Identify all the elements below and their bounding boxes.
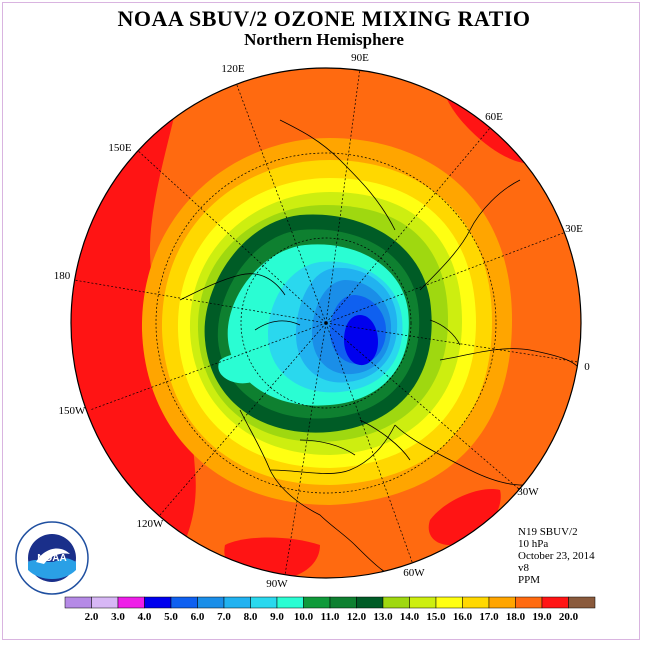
colorbar-tick-label: 16.0 <box>453 611 473 623</box>
noaa-logo: NOAA <box>15 521 89 595</box>
colorbar-tick-label: 3.0 <box>111 611 125 623</box>
colorbar-tick-label: 11.0 <box>321 611 340 623</box>
colorbar-tick-label: 6.0 <box>191 611 205 623</box>
colorbar-ticks: 2.0 3.0 4.0 5.0 6.0 7.0 8.0 9.0 10.0 11.0 12.0 13.0… <box>85 611 579 623</box>
colorbar-swatch <box>276 596 304 609</box>
graticule <box>73 68 579 576</box>
band-4-5-minimum <box>344 315 378 366</box>
coastlines <box>179 119 581 578</box>
colorbar-swatch <box>462 596 490 609</box>
chart-subtitle: Northern Hemisphere <box>244 30 404 49</box>
colorbar-swatch <box>435 596 463 609</box>
version-text: v8 <box>518 562 529 574</box>
lon-label-150e: 150E <box>108 142 132 154</box>
lon-label-180: 180 <box>54 270 71 282</box>
colorbar-swatch <box>64 596 92 609</box>
logo-wave <box>28 558 76 579</box>
lon-label-90w: 90W <box>266 578 288 590</box>
colorbar-tick-label: 12.0 <box>347 611 367 623</box>
colorbar-swatch <box>382 596 410 609</box>
lon-label-60w: 60W <box>403 567 425 579</box>
band-9-10-patch <box>218 353 263 384</box>
colorbar-tick-label: 15.0 <box>426 611 446 623</box>
info-block: N19 SBUV/2 10 hPa October 23, 2014 v8 PP… <box>518 526 595 586</box>
colorbar-swatch <box>541 596 569 609</box>
logo-text: NOAA <box>37 553 66 564</box>
lon-label-150w: 150W <box>59 405 87 417</box>
colorbar-swatch <box>223 596 251 609</box>
colorbar-tick-label: 9.0 <box>270 611 284 623</box>
colorbar-swatch <box>197 596 225 609</box>
lon-label-120e: 120E <box>221 63 245 75</box>
logo-bird <box>36 548 70 564</box>
colorbar-swatch <box>488 596 516 609</box>
chart-title: NOAA SBUV/2 OZONE MIXING RATIO <box>117 6 531 31</box>
map-boundary <box>70 67 582 579</box>
colorbar-tick-label: 18.0 <box>506 611 526 623</box>
colorbar-swatch <box>250 596 278 609</box>
lon-label-30w: 30W <box>517 486 539 498</box>
colorbar-tick-label: 7.0 <box>217 611 231 623</box>
colorbar-tick-label: 13.0 <box>373 611 393 623</box>
colorbar-tick-label: 17.0 <box>479 611 499 623</box>
lon-label-120w: 120W <box>137 518 165 530</box>
lon-label-0: 0 <box>584 361 590 373</box>
lon-label-30e: 30E <box>565 223 583 235</box>
colorbar-swatch <box>515 596 543 609</box>
colorbar-swatch <box>117 596 145 609</box>
colorbar-swatch <box>170 596 198 609</box>
level-text: 10 hPa <box>518 538 549 550</box>
colorbar-tick-label: 4.0 <box>138 611 152 623</box>
colorbar-swatch <box>303 596 331 609</box>
colorbar-tick-label: 10.0 <box>294 611 314 623</box>
colorbar-swatch <box>329 596 357 609</box>
colorbar-swatch <box>144 596 172 609</box>
colorbar-tick-label: 8.0 <box>244 611 258 623</box>
colorbar-tick-label: 2.0 <box>85 611 99 623</box>
units-text: PPM <box>518 574 541 586</box>
colorbar-tick-label: 20.0 <box>559 611 579 623</box>
colorbar-swatch <box>568 596 596 609</box>
lon-label-90e: 90E <box>351 52 369 64</box>
lon-label-60e: 60E <box>485 111 503 123</box>
colorbar-tick-label: 5.0 <box>164 611 178 623</box>
colorbar-swatch <box>356 596 384 609</box>
instrument-text: N19 SBUV/2 <box>518 526 578 538</box>
colorbar-tick-label: 14.0 <box>400 611 420 623</box>
band-18-19-se <box>428 489 501 545</box>
colorbar-tick-label: 19.0 <box>532 611 552 623</box>
colorbar-swatch <box>91 596 119 609</box>
colorbar: 2.0 3.0 4.0 5.0 6.0 7.0 8.0 9.0 10.0 11.0 12.0 13.0… <box>64 596 596 623</box>
colorbar-swatch <box>409 596 437 609</box>
date-text: October 23, 2014 <box>518 550 595 562</box>
colorbar-swatches <box>64 596 596 609</box>
